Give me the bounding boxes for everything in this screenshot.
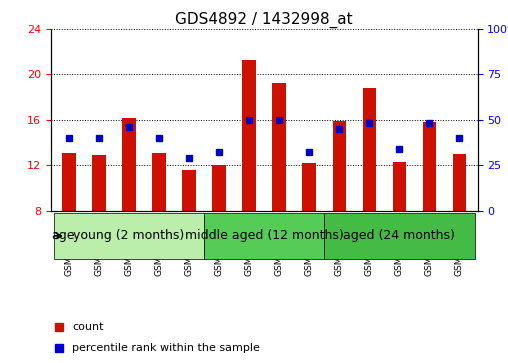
Title: GDS4892 / 1432998_at: GDS4892 / 1432998_at bbox=[175, 12, 353, 28]
Bar bbox=[92, 155, 106, 211]
Bar bbox=[212, 165, 226, 211]
Text: count: count bbox=[72, 322, 104, 332]
Bar bbox=[423, 122, 436, 211]
Bar bbox=[182, 170, 196, 211]
FancyBboxPatch shape bbox=[54, 213, 204, 259]
Bar bbox=[62, 153, 76, 211]
Text: middle aged (12 months): middle aged (12 months) bbox=[185, 229, 343, 242]
Text: percentile rank within the sample: percentile rank within the sample bbox=[72, 343, 260, 354]
Bar bbox=[122, 118, 136, 211]
FancyBboxPatch shape bbox=[204, 213, 324, 259]
Bar bbox=[393, 162, 406, 211]
Bar bbox=[302, 163, 316, 211]
Bar bbox=[333, 121, 346, 211]
FancyBboxPatch shape bbox=[324, 213, 474, 259]
Bar bbox=[363, 88, 376, 211]
Bar bbox=[272, 83, 286, 211]
Bar bbox=[152, 153, 166, 211]
Text: age: age bbox=[51, 229, 75, 242]
Bar bbox=[453, 154, 466, 211]
Text: young (2 months): young (2 months) bbox=[73, 229, 184, 242]
Bar bbox=[242, 60, 256, 211]
Text: aged (24 months): aged (24 months) bbox=[343, 229, 455, 242]
